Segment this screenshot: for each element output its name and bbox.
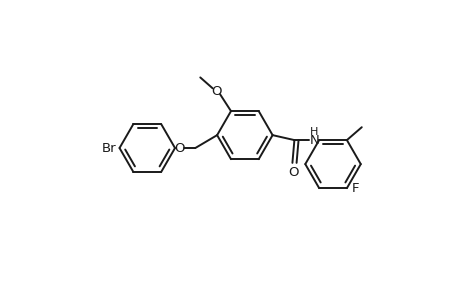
- Text: F: F: [351, 182, 358, 195]
- Text: H: H: [309, 127, 318, 137]
- Text: O: O: [174, 142, 185, 154]
- Text: Br: Br: [102, 142, 116, 154]
- Text: O: O: [210, 85, 221, 98]
- Text: N: N: [308, 134, 319, 147]
- Text: O: O: [287, 166, 298, 179]
